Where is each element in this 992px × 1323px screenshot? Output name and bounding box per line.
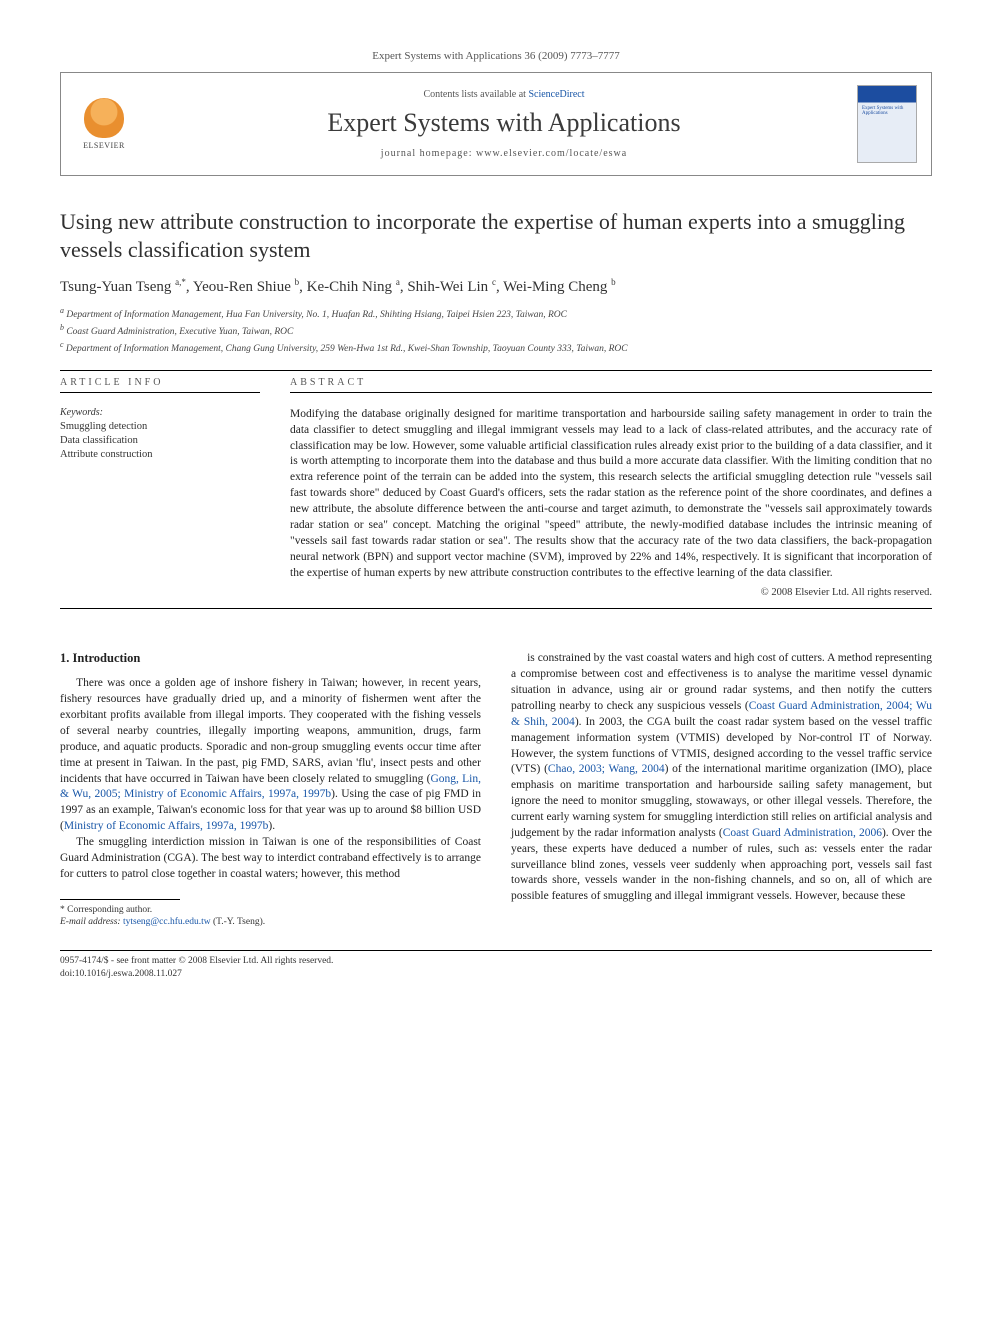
journal-homepage-line: journal homepage: www.elsevier.com/locat… (151, 148, 857, 159)
journal-title: Expert Systems with Applications (151, 108, 857, 138)
affiliation-line: a Department of Information Management, … (60, 306, 932, 322)
contents-prefix: Contents lists available at (423, 89, 528, 100)
footnote-rule (60, 899, 180, 900)
body-paragraph: is constrained by the vast coastal water… (511, 651, 932, 905)
homepage-prefix: journal homepage: (381, 148, 476, 159)
sciencedirect-link[interactable]: ScienceDirect (528, 89, 584, 100)
keyword: Smuggling detection (60, 420, 260, 434)
top-rule (60, 370, 932, 371)
corresponding-author-note: * Corresponding author. (60, 904, 481, 916)
contents-available-line: Contents lists available at ScienceDirec… (151, 89, 857, 100)
section-1-heading: 1. Introduction (60, 651, 481, 666)
email-tail: (T.-Y. Tseng). (213, 917, 265, 927)
keyword: Data classification (60, 434, 260, 448)
journal-header-box: ELSEVIER Contents lists available at Sci… (60, 72, 932, 176)
affiliation-line: c Department of Information Management, … (60, 340, 932, 356)
abstract-column: ABSTRACT Modifying the database original… (290, 377, 932, 598)
journal-reference: Expert Systems with Applications 36 (200… (60, 50, 932, 62)
body-right-column: is constrained by the vast coastal water… (511, 651, 932, 928)
keywords-list: Smuggling detectionData classificationAt… (60, 420, 260, 463)
doi-line: doi:10.1016/j.eswa.2008.11.027 (60, 968, 932, 980)
header-center: Contents lists available at ScienceDirec… (151, 89, 857, 159)
affiliation-line: b Coast Guard Administration, Executive … (60, 323, 932, 339)
abstract-text: Modifying the database originally design… (290, 407, 932, 581)
corresponding-email[interactable]: tytseng@cc.hfu.edu.tw (123, 917, 211, 927)
email-label: E-mail address: (60, 917, 121, 927)
elsevier-logo: ELSEVIER (75, 92, 133, 156)
author-list: Tsung-Yuan Tseng a,*, Yeou-Ren Shiue b, … (60, 277, 932, 296)
mid-rule (60, 608, 932, 609)
keywords-heading: Keywords: (60, 407, 260, 418)
body-paragraph: The smuggling interdiction mission in Ta… (60, 835, 481, 883)
journal-cover-thumbnail: Expert Systems with Applications (857, 85, 917, 163)
article-info-label: ARTICLE INFO (60, 377, 260, 393)
body-paragraph: There was once a golden age of inshore f… (60, 676, 481, 835)
homepage-url[interactable]: www.elsevier.com/locate/eswa (476, 148, 627, 159)
affiliations: a Department of Information Management, … (60, 306, 932, 356)
article-info-column: ARTICLE INFO Keywords: Smuggling detecti… (60, 377, 260, 598)
abstract-copyright: © 2008 Elsevier Ltd. All rights reserved… (290, 587, 932, 598)
bottom-meta: 0957-4174/$ - see front matter © 2008 El… (60, 955, 932, 980)
info-abstract-row: ARTICLE INFO Keywords: Smuggling detecti… (60, 377, 932, 598)
article-title: Using new attribute construction to inco… (60, 208, 932, 263)
body-two-column: 1. Introduction There was once a golden … (60, 651, 932, 928)
keyword: Attribute construction (60, 448, 260, 462)
body-left-column: 1. Introduction There was once a golden … (60, 651, 481, 928)
abstract-label: ABSTRACT (290, 377, 932, 393)
elsevier-tree-icon (84, 98, 124, 138)
cover-thumb-title: Expert Systems with Applications (860, 104, 914, 118)
publisher-name: ELSEVIER (83, 141, 125, 150)
footnote-block: * Corresponding author. E-mail address: … (60, 904, 481, 929)
front-matter-line: 0957-4174/$ - see front matter © 2008 El… (60, 955, 932, 967)
page: Expert Systems with Applications 36 (200… (0, 0, 992, 1020)
bottom-rule (60, 950, 932, 951)
